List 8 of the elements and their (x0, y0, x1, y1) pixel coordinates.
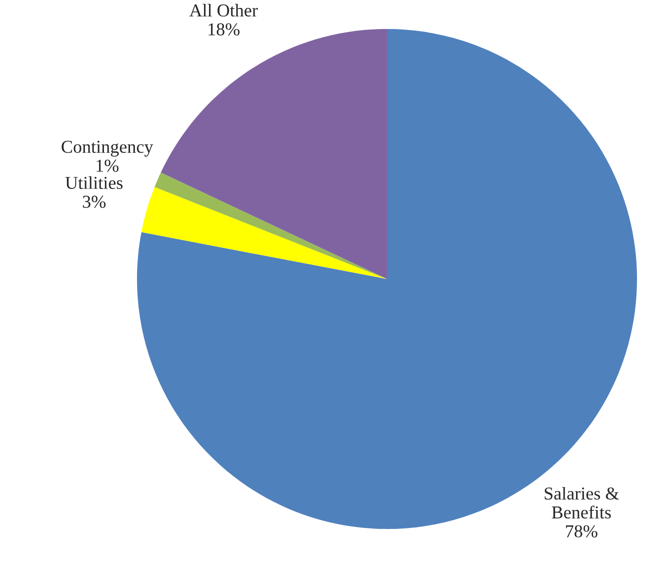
slice-label: Utilities (65, 176, 123, 189)
data-label: 3% (82, 196, 106, 208)
data-label: 1% (96, 160, 119, 172)
slice-label: Contingency (62, 140, 154, 157)
slice-label: Salaries & Benefits (544, 486, 619, 519)
data-label: 18% (208, 23, 240, 36)
data-label: 78% (566, 525, 598, 538)
slice-label: All Other (189, 4, 258, 17)
